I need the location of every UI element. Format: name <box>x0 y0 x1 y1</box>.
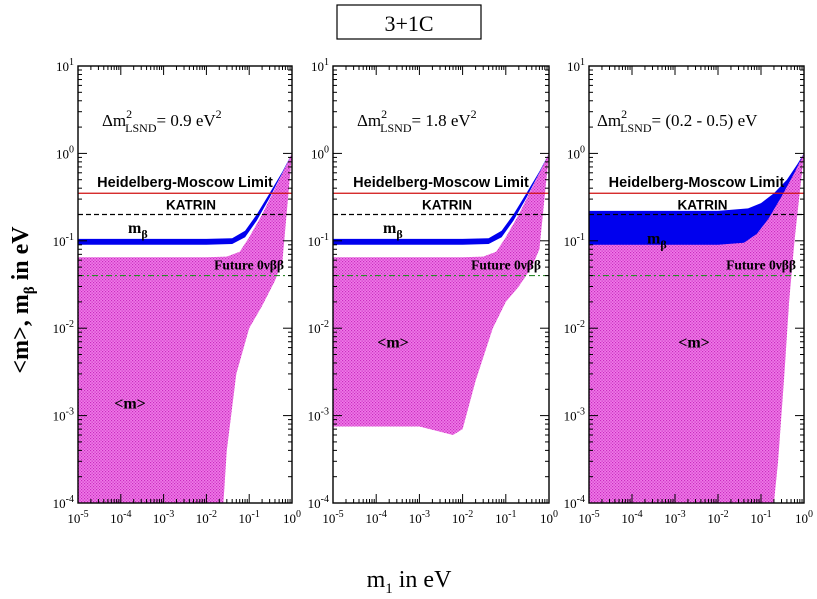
y-tick-label: 10-3 <box>53 407 74 424</box>
y-tick-label: 10-2 <box>308 319 329 336</box>
x-tick-label: 10-5 <box>322 509 343 526</box>
plot-area <box>589 153 804 503</box>
katrin-label: KATRIN <box>422 197 472 212</box>
future-0vbb-label: Future 0νββ <box>726 258 796 273</box>
mbeta-band-region <box>589 153 804 245</box>
axis-ticks <box>332 65 550 504</box>
m-band-label: <m> <box>114 396 146 413</box>
x-tick-label: 10-2 <box>452 509 473 526</box>
y-tick-label: 10-4 <box>564 494 585 511</box>
x-tick-label: 10-3 <box>664 509 685 526</box>
panel-frame <box>332 65 550 504</box>
heidelberg-label: Heidelberg-Moscow Limit <box>609 175 785 191</box>
katrin-label: KATRIN <box>166 197 216 212</box>
mbeta-label: mβ <box>383 220 403 241</box>
m-band-label: <m> <box>377 335 409 352</box>
panel-middle: 10-5 10-4 10-3 10-2 10-1 10010-410-310-210-11… <box>308 57 558 526</box>
m-band-region <box>78 153 292 503</box>
axis-ticks <box>588 65 805 504</box>
figure-title: 3+1C <box>384 11 433 36</box>
future-0vbb-label: Future 0νββ <box>214 258 284 273</box>
x-tick-label: 10-1 <box>495 509 516 526</box>
y-tick-label: 100 <box>311 144 329 161</box>
y-tick-label: 101 <box>311 57 329 74</box>
x-tick-label: 100 <box>283 509 301 526</box>
y-tick-label: 10-4 <box>53 494 74 511</box>
y-tick-label: 10-2 <box>53 319 74 336</box>
y-tick-label: 10-1 <box>308 232 329 249</box>
panel-frame <box>588 65 805 504</box>
y-tick-label: 10-2 <box>564 319 585 336</box>
x-tick-label: 10-4 <box>110 509 131 526</box>
panel-left: 10-5 10-4 10-3 10-2 10-1 10010-410-310-210-11… <box>53 57 301 526</box>
x-tick-label: 10-4 <box>621 509 642 526</box>
plot-area <box>78 153 292 503</box>
mbeta-label: mβ <box>647 230 667 251</box>
x-tick-label: 10-4 <box>366 509 387 526</box>
y-tick-label: 10-4 <box>308 494 329 511</box>
x-tick-label: 100 <box>540 509 558 526</box>
delta-m2-label: Δm2 LSND= (0.2 - 0.5) eV <box>597 107 758 135</box>
delta-m2-label: Δm2 LSND= 0.9 eV2 <box>102 107 222 135</box>
figure-title-box <box>336 4 482 40</box>
heidelberg-label: Heidelberg-Moscow Limit <box>97 175 273 191</box>
x-tick-label: 10-2 <box>707 509 728 526</box>
plot-area <box>333 153 549 435</box>
y-tick-label: 101 <box>56 57 74 74</box>
mbeta-label: mβ <box>128 220 148 241</box>
m-band-region <box>333 153 549 435</box>
axis-ticks <box>77 65 293 504</box>
x-tick-label: 10-1 <box>750 509 771 526</box>
y-tick-label: 10-3 <box>564 407 585 424</box>
x-tick-label: 10-5 <box>578 509 599 526</box>
future-0vbb-label: Future 0νββ <box>471 258 541 273</box>
x-axis-label: m1 in eV <box>367 567 452 597</box>
x-tick-label: 10-3 <box>153 509 174 526</box>
delta-m2-label: Δm2 LSND= 1.8 eV2 <box>357 107 477 135</box>
x-tick-label: 10-1 <box>239 509 260 526</box>
katrin-label: KATRIN <box>678 197 728 212</box>
y-tick-label: 100 <box>56 144 74 161</box>
y-tick-label: 10-3 <box>308 407 329 424</box>
y-axis-label: <m>, mβ in eV <box>8 226 38 374</box>
y-tick-label: 100 <box>567 144 585 161</box>
y-tick-label: 101 <box>567 57 585 74</box>
x-tick-label: 10-5 <box>67 509 88 526</box>
m-band-label: <m> <box>678 335 710 352</box>
panel-right: 10-5 10-4 10-3 10-2 10-1 10010-410-310-210-11… <box>564 57 813 526</box>
panel-frame <box>77 65 293 504</box>
x-tick-label: 10-2 <box>196 509 217 526</box>
x-tick-label: 10-3 <box>409 509 430 526</box>
x-tick-label: 100 <box>795 509 813 526</box>
heidelberg-label: Heidelberg-Moscow Limit <box>353 175 529 191</box>
y-tick-label: 10-1 <box>564 232 585 249</box>
y-tick-label: 10-1 <box>53 232 74 249</box>
